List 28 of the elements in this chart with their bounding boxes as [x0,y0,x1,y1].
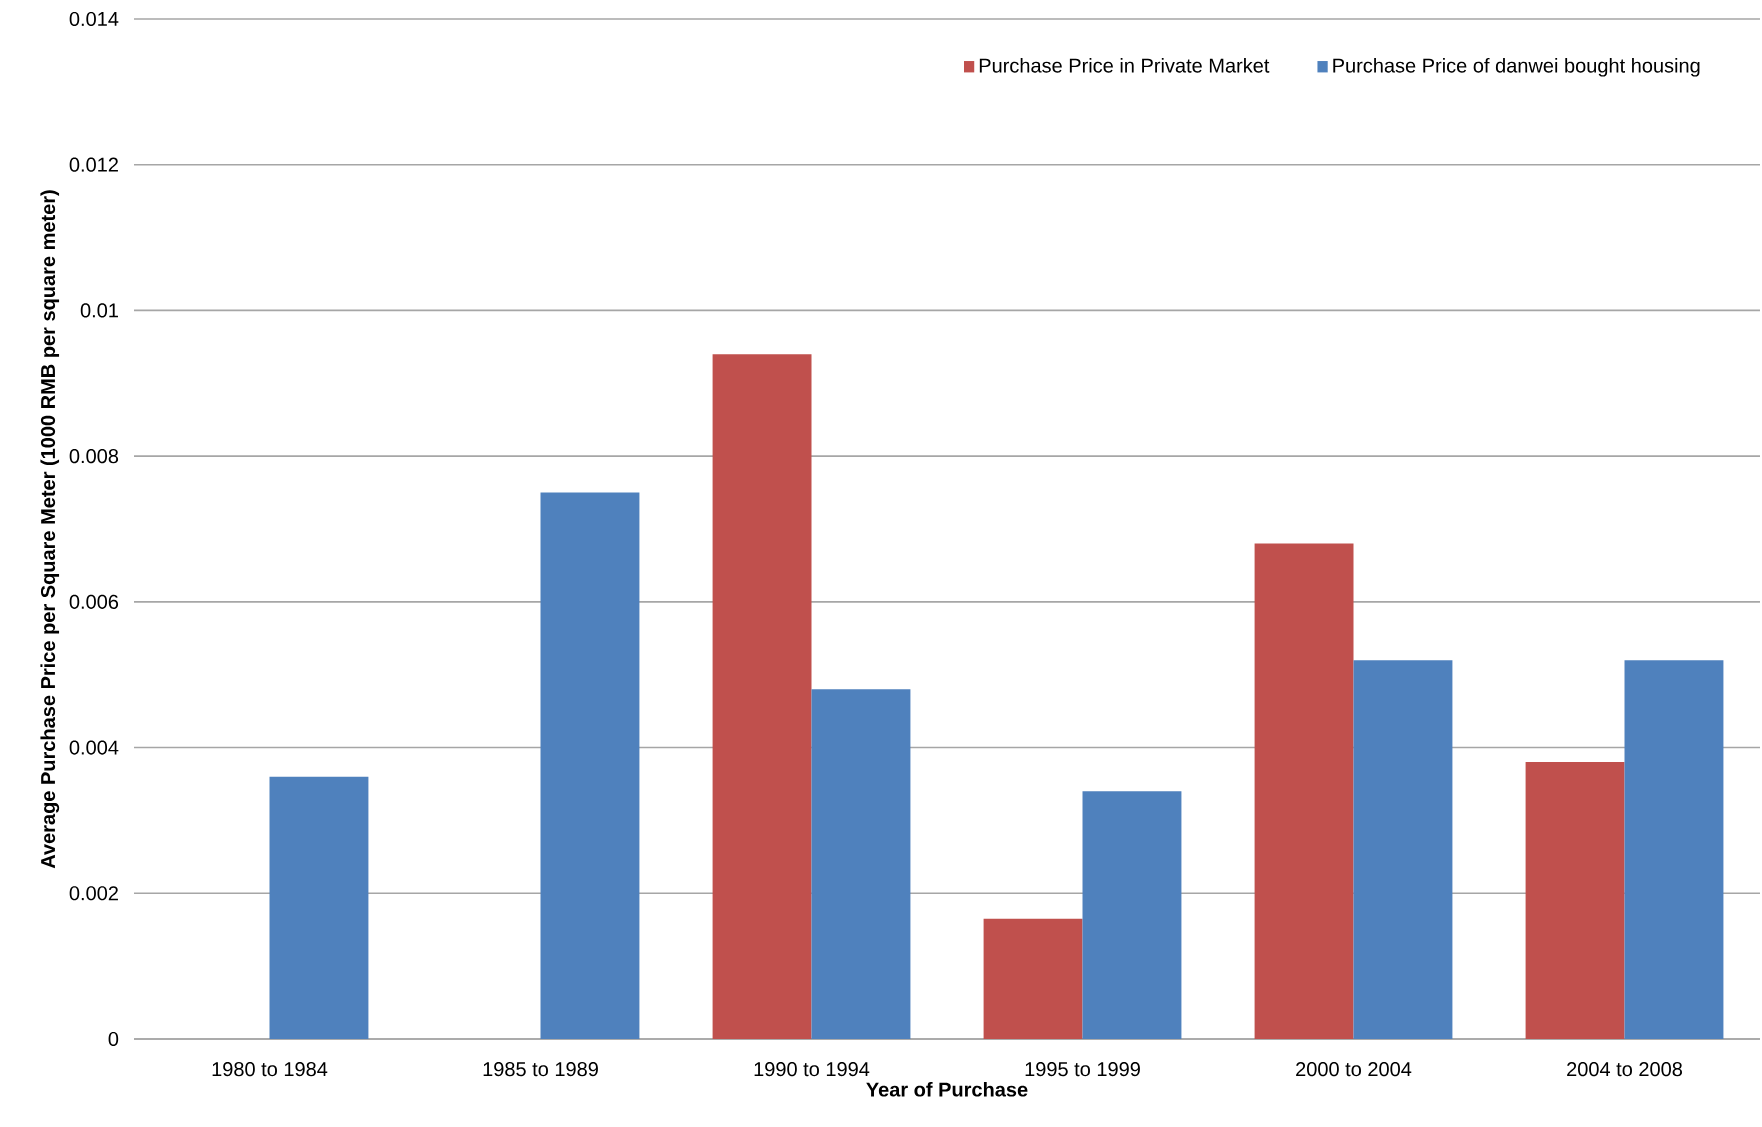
bar [1082,791,1182,1039]
y-axis-title: Average Purchase Price per Square Meter (1000 RMB per square meter) [40,190,60,869]
y-tick-label: 0.002 [69,886,118,901]
legend-label: Purchase Price of danwei bought housing [1333,57,1700,77]
y-tick-label: 0.01 [80,303,118,318]
y-tick-label: 0.004 [69,740,119,755]
bar [1353,660,1453,1039]
bar [1624,660,1724,1039]
bar [983,918,1083,1039]
bar [269,776,369,1039]
y-tick-label: 0.006 [69,594,119,609]
bar [1525,762,1625,1039]
y-tick-label: 0.014 [69,11,119,27]
x-tick-label: 2000 to 2004 [1296,1062,1412,1077]
x-tick-label: 2004 to 2008 [1567,1062,1682,1077]
x-axis-title: Year of Purchase [866,1081,1028,1097]
y-tick-label: 0.008 [69,449,119,464]
x-tick-label: 1995 to 1999 [1025,1062,1140,1077]
y-tick-label: 0 [108,1031,119,1047]
legend-label: Purchase Price in Private Market [979,57,1270,73]
bar [1254,543,1354,1039]
y-tick-label: 0.012 [69,157,118,172]
bar [712,354,812,1039]
x-tick-label: 1985 to 1989 [483,1062,598,1077]
x-tick-label: 1980 to 1984 [212,1062,328,1077]
bar [540,492,640,1039]
bar [811,689,911,1039]
x-tick-label: 1990 to 1994 [754,1062,870,1077]
